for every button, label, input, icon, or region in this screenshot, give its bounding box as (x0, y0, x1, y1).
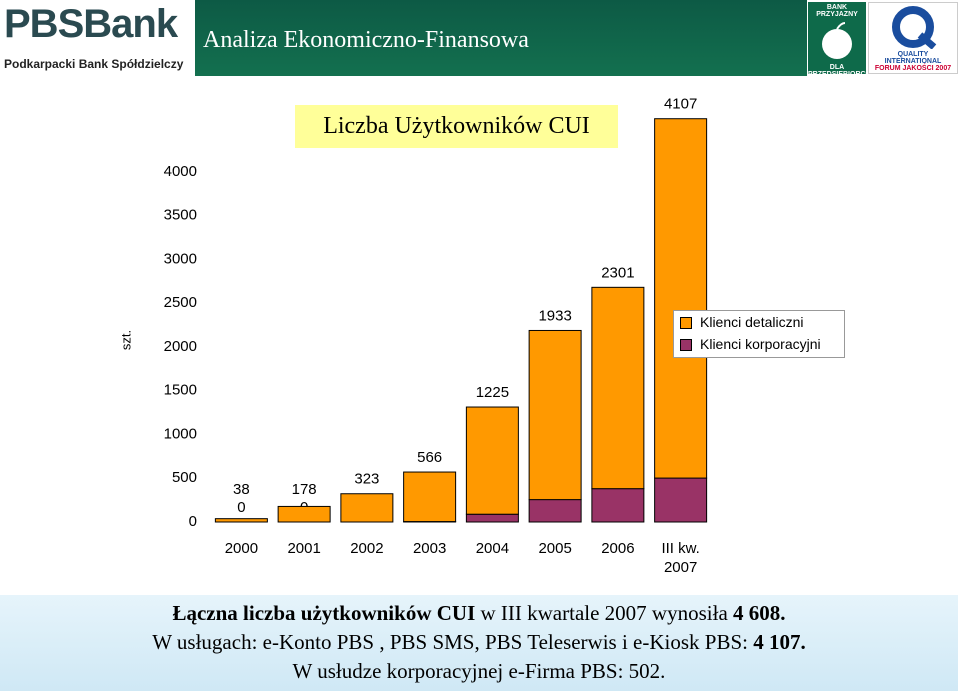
legend-swatch (680, 339, 692, 351)
x-tick-label: 2002 (350, 540, 384, 557)
logo: PBSBank Podkarpacki Bank Spółdzielczy (4, 2, 192, 76)
bar-segment (591, 286, 645, 490)
badge: QUALITY INTERNATIONAL FORUM JAKOŚCI 2007 (868, 2, 958, 74)
legend: Klienci detaliczni Klienci korporacyjni (673, 310, 845, 358)
x-tick-label: 2006 (601, 540, 635, 557)
x-tick-label: 2005 (538, 540, 572, 557)
badge-text: DLA PRZEDSIĘBIORCÓW (808, 64, 878, 78)
legend-swatch (680, 317, 692, 329)
summary-line: Łączna liczba użytkowników CUI w III kwa… (0, 599, 958, 628)
x-tick-label: 2003 (412, 540, 447, 557)
summary-text: 4 608. (733, 601, 786, 625)
y-tick-label: 0 (189, 513, 197, 530)
bar-segment (591, 488, 645, 523)
x-tick-label: 2000 (224, 540, 259, 557)
logo-subtitle: Podkarpacki Bank Spółdzielczy (4, 57, 184, 71)
chart: szt. 05001000150020002500300035004000038… (118, 96, 708, 530)
apple-icon (822, 22, 852, 59)
y-tick-label: 1000 (164, 425, 197, 442)
bar-segment (403, 471, 457, 523)
summary-text: w III kwartale 2007 wynosiła (480, 601, 728, 625)
data-label: 1225 (476, 384, 509, 401)
y-tick-label: 500 (172, 469, 197, 486)
summary-text: 4 107. (753, 630, 806, 654)
y-tick-label: 3000 (164, 250, 197, 267)
data-label: 0 (237, 499, 245, 516)
q-icon (892, 6, 937, 49)
summary: Łączna liczba użytkowników CUI w III kwa… (0, 595, 958, 691)
summary-line: W usłudze korporacyjnej e-Firma PBS: 502… (0, 657, 958, 686)
bar-segment (654, 477, 708, 523)
legend-item: Klienci detaliczni (674, 311, 844, 333)
summary-text: Łączna liczba użytkowników CUI (172, 601, 476, 625)
header: PBSBank Podkarpacki Bank Spółdzielczy An… (0, 0, 960, 78)
badge-text: FORUM JAKOŚCI 2007 (874, 65, 952, 72)
data-label: 1933 (538, 307, 571, 324)
bar-segment (214, 518, 268, 523)
legend-item: Klienci korporacyjni (674, 333, 844, 355)
y-tick-label: 1500 (164, 382, 197, 399)
data-label: 2301 (601, 264, 634, 281)
data-label: 38 (233, 481, 250, 498)
x-tick-label: 2001 (287, 540, 321, 557)
x-tick-label: 2004 (475, 540, 510, 557)
summary-text: , PBS SMS, PBS Teleserwis i e-Kiosk PBS: (379, 630, 748, 654)
summary-line: W usługach: e-Konto PBS , PBS SMS, PBS T… (0, 628, 958, 657)
badge-text: BANK PRZYJAZNY (816, 4, 858, 18)
chart-title: Liczba Użytkowników CUI (295, 105, 618, 148)
summary-text: W usłudze korporacyjnej e-Firma PBS: 502… (292, 659, 666, 683)
bar-segment (465, 513, 519, 523)
data-label: 4107 (664, 96, 697, 113)
header-title: Analiza Ekonomiczno-Finansowa (195, 0, 807, 76)
y-axis-label: szt. (118, 330, 133, 350)
bar-segment (340, 493, 394, 523)
y-tick-label: 3500 (164, 207, 197, 224)
legend-label: Klienci detaliczni (700, 314, 804, 330)
data-label: 178 (292, 481, 317, 498)
bar-segment (528, 499, 582, 523)
y-tick-label: 2000 (164, 338, 197, 355)
bar-segment (654, 118, 708, 479)
logo-text: PBSBank (4, 2, 178, 46)
bar-segment (277, 505, 331, 523)
y-tick-label: 4000 (164, 163, 197, 180)
y-tick-label: 2500 (164, 294, 197, 311)
data-label: 566 (417, 449, 442, 466)
bar-segment (528, 329, 582, 501)
x-tick-label: III kw. 2007 (661, 540, 700, 576)
summary-text: W usługach: e-Konto PBS (152, 630, 375, 654)
legend-label: Klienci korporacyjni (700, 336, 821, 352)
bar-segment (465, 406, 519, 515)
data-label: 323 (354, 471, 379, 488)
badge-text: QUALITY INTERNATIONAL (884, 51, 942, 65)
badge: BANK PRZYJAZNY DLA PRZEDSIĘBIORCÓW (808, 2, 878, 78)
